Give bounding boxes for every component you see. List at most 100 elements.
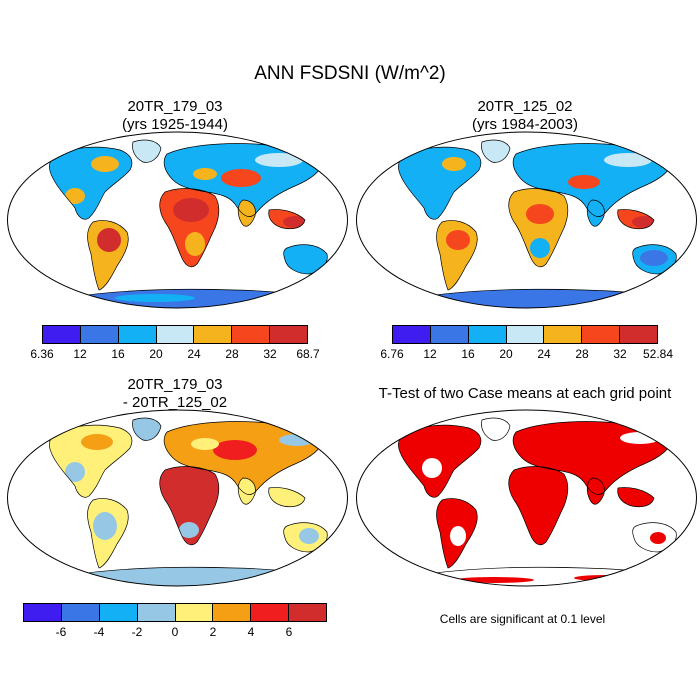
land-region-africa [159, 466, 219, 545]
colorbar-swatch [251, 604, 290, 621]
colorbar-swatch [544, 326, 583, 343]
panel-3-map [7, 409, 348, 587]
colorbar-swatch [194, 326, 233, 343]
panel-3-title: 20TR_179_03 - 20TR_125_02 [25, 376, 325, 412]
colorbar-tick-label: 52.84 [642, 347, 674, 361]
colorbar-tick-label: 32 [263, 347, 277, 361]
colorbar-tick-label: 20 [499, 347, 513, 361]
panel-3-title-case: 20TR_179_03 [127, 376, 223, 393]
shaded-cell-region [442, 157, 466, 171]
colorbar-swatch [118, 326, 157, 343]
shaded-cell-region [91, 156, 119, 172]
colorbar-tick-label: 6.76 [380, 347, 404, 361]
shaded-cell-region [179, 522, 199, 538]
colorbar-tick-label: -2 [131, 625, 143, 639]
shaded-cell-region [173, 198, 209, 222]
map-boundary [356, 409, 697, 587]
colorbar-swatch [61, 604, 100, 621]
colorbar-swatch [393, 326, 431, 343]
panel-1-map [7, 131, 348, 309]
shaded-cell-region [255, 153, 303, 167]
colorbar-swatch [80, 326, 119, 343]
colorbar-tick-label: 68.7 [296, 347, 320, 361]
colorbar-swatch [175, 604, 214, 621]
shaded-cell-region [299, 528, 319, 544]
shaded-cell-region [97, 228, 121, 252]
colorbar-swatch [468, 326, 507, 343]
land-region-africa [508, 188, 568, 267]
shaded-cell-region [640, 250, 668, 266]
colorbar-swatch [289, 604, 326, 621]
colorbar-tick-label: 4 [247, 625, 255, 639]
colorbar-tick-label: -4 [93, 625, 105, 639]
shaded-cell-region [526, 204, 554, 224]
colorbar-tick-label: 6 [285, 625, 293, 639]
significance-note: Cells are significant at 0.1 level [439, 612, 606, 626]
colorbar-tick-label: 28 [225, 347, 239, 361]
shaded-cell-region [221, 169, 261, 187]
panel-1-title: 20TR_179_03 (yrs 1925-1944) [25, 98, 325, 134]
panel-4-title: T-Test of two Case means at each grid po… [378, 385, 672, 402]
colorbar-swatch [506, 326, 545, 343]
map-boundary [7, 409, 348, 587]
shaded-cell-region [632, 216, 656, 228]
shaded-cell-region [185, 232, 205, 256]
shaded-cell-region [213, 440, 257, 460]
shaded-cell-region [604, 153, 652, 167]
colorbar-swatch [270, 326, 308, 343]
colorbar-tick-label: 12 [423, 347, 437, 361]
colorbar-tick-label: -6 [55, 625, 67, 639]
shaded-cell-region [115, 294, 195, 302]
land-region-greenland [481, 140, 510, 163]
land-region-seasia [617, 487, 654, 507]
colorbar-tick-label: 16 [461, 347, 475, 361]
panel-2-map [356, 131, 697, 309]
colorbar-swatch [99, 604, 138, 621]
colorbar-tick-label: 12 [73, 347, 87, 361]
panel-3-title-difference: - 20TR_125_02 [122, 394, 228, 411]
shaded-cell-region [530, 238, 550, 258]
land-region-greenland [481, 418, 510, 441]
colorbar-tick-label: 32 [613, 347, 627, 361]
colorbar-tick-label: 16 [111, 347, 125, 361]
shaded-cell-region [193, 168, 217, 180]
figure-title: ANN FSDSNI (W/m^2) [254, 63, 446, 84]
land-region-india [587, 200, 605, 227]
land-region-seasia [268, 487, 305, 507]
panel-1-title-case: 20TR_179_03 [127, 98, 223, 115]
colorbar-tick-label: 28 [575, 347, 589, 361]
shaded-cell-region [93, 512, 117, 540]
shaded-cell-region [65, 462, 85, 482]
shaded-cell-region [650, 532, 666, 544]
shaded-cell-region [422, 458, 442, 478]
colorbar-swatch [213, 604, 252, 621]
shaded-cell-region [81, 434, 113, 450]
panel-1-title-years: (yrs 1925-1944) [122, 116, 228, 133]
panel-2-title-years: (yrs 1984-2003) [472, 116, 578, 133]
land-region-greenland [132, 418, 161, 441]
colorbar-tick-label: 20 [149, 347, 163, 361]
colorbar-swatch [24, 604, 62, 621]
shaded-cell-region [191, 438, 219, 450]
panel-2-title: 20TR_125_02 (yrs 1984-2003) [375, 98, 675, 134]
shaded-cell-region [568, 175, 600, 189]
colorbar-swatch [156, 326, 195, 343]
colorbar-tick-label: 24 [537, 347, 551, 361]
shaded-cell-region [620, 432, 660, 444]
panel-2-title-case: 20TR_125_02 [477, 98, 573, 115]
land-region-india [587, 478, 605, 505]
panel-4-map [356, 409, 697, 587]
colorbar-swatch [620, 326, 658, 343]
land-region-africa [508, 466, 568, 545]
land-region-australia [283, 244, 328, 274]
colorbar-swatch [232, 326, 271, 343]
map-boundary [356, 131, 697, 309]
colorbar-tick-label: 24 [187, 347, 201, 361]
panel-1-colorbar [42, 325, 308, 344]
land-region-greenland [132, 140, 161, 163]
shaded-cell-region [446, 230, 470, 250]
panel-3-colorbar [23, 603, 327, 622]
land-region-india [238, 200, 256, 227]
colorbar-swatch [43, 326, 81, 343]
colorbar-tick-label: 2 [209, 625, 217, 639]
